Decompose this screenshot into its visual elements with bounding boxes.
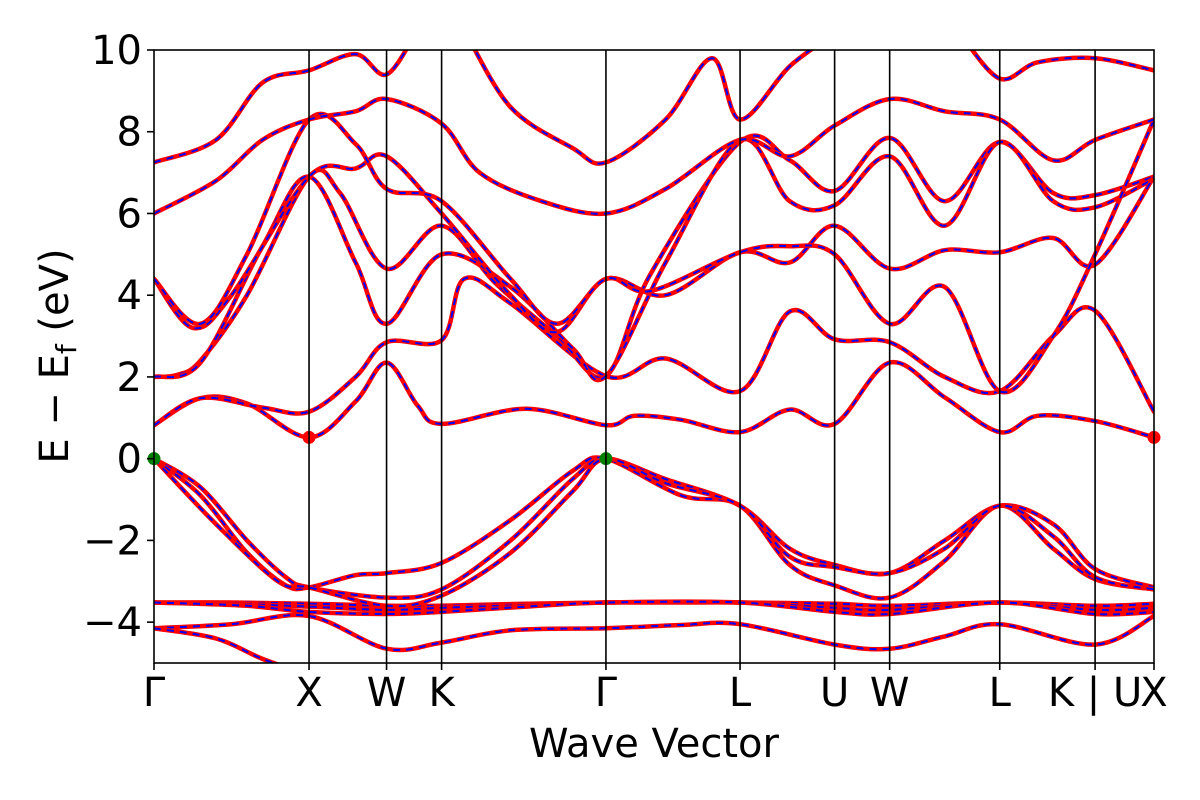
y-axis-title: E − Ef (eV) bbox=[32, 248, 83, 463]
x-tick-label-9: K | U bbox=[1048, 670, 1142, 716]
x-tick-label-4: Γ bbox=[595, 670, 618, 716]
y-axis-title-main: E − E bbox=[32, 354, 78, 464]
y-tick-label-4: 4 bbox=[117, 273, 142, 319]
band-overlay-valence-deep-1 bbox=[154, 614, 1154, 652]
y-axis-ticks: −4 −2 0 2 4 6 8 10 bbox=[83, 28, 154, 646]
x-tick-label-6: U bbox=[820, 670, 849, 716]
x-tick-label-5: L bbox=[729, 670, 752, 716]
band-overlay-conduction-10 bbox=[971, 50, 1154, 81]
band-conduction-1 bbox=[154, 360, 1154, 440]
x-tick-label-1: X bbox=[295, 670, 322, 716]
y-tick-label-6: 8 bbox=[117, 110, 142, 156]
high-symmetry-lines bbox=[308, 50, 1096, 663]
y-axis-title-subscript: f bbox=[50, 343, 83, 354]
x-tick-label-10: X bbox=[1140, 670, 1167, 716]
y-tick-label-7: 10 bbox=[91, 28, 142, 74]
band-overlay-conduction-4 bbox=[154, 137, 1154, 382]
x-tick-label-2: W bbox=[367, 670, 407, 716]
y-tick-label-5: 6 bbox=[117, 191, 142, 237]
x-tick-label-0: Γ bbox=[143, 670, 166, 716]
band-overlay-conduction-5 bbox=[154, 153, 1154, 334]
y-tick-label-3: 2 bbox=[117, 355, 142, 401]
band-overlay-conduction-7 bbox=[154, 97, 1154, 215]
x-tick-label-3: K bbox=[428, 670, 456, 716]
band-overlay-valence-top-3 bbox=[154, 457, 1154, 608]
y-axis-title-unit: (eV) bbox=[32, 248, 78, 344]
x-tick-label-8: L bbox=[989, 670, 1012, 716]
band-overlay-valence-deep-2 bbox=[154, 627, 277, 663]
x-axis-title: Wave Vector bbox=[529, 721, 780, 767]
y-tick-label-2: 0 bbox=[117, 437, 142, 483]
x-tick-label-7: W bbox=[870, 670, 910, 716]
y-tick-label-1: −2 bbox=[83, 518, 142, 564]
plot-frame bbox=[153, 49, 1155, 664]
band-overlay-conduction-9 bbox=[473, 50, 813, 165]
y-tick-label-0: −4 bbox=[83, 600, 142, 646]
